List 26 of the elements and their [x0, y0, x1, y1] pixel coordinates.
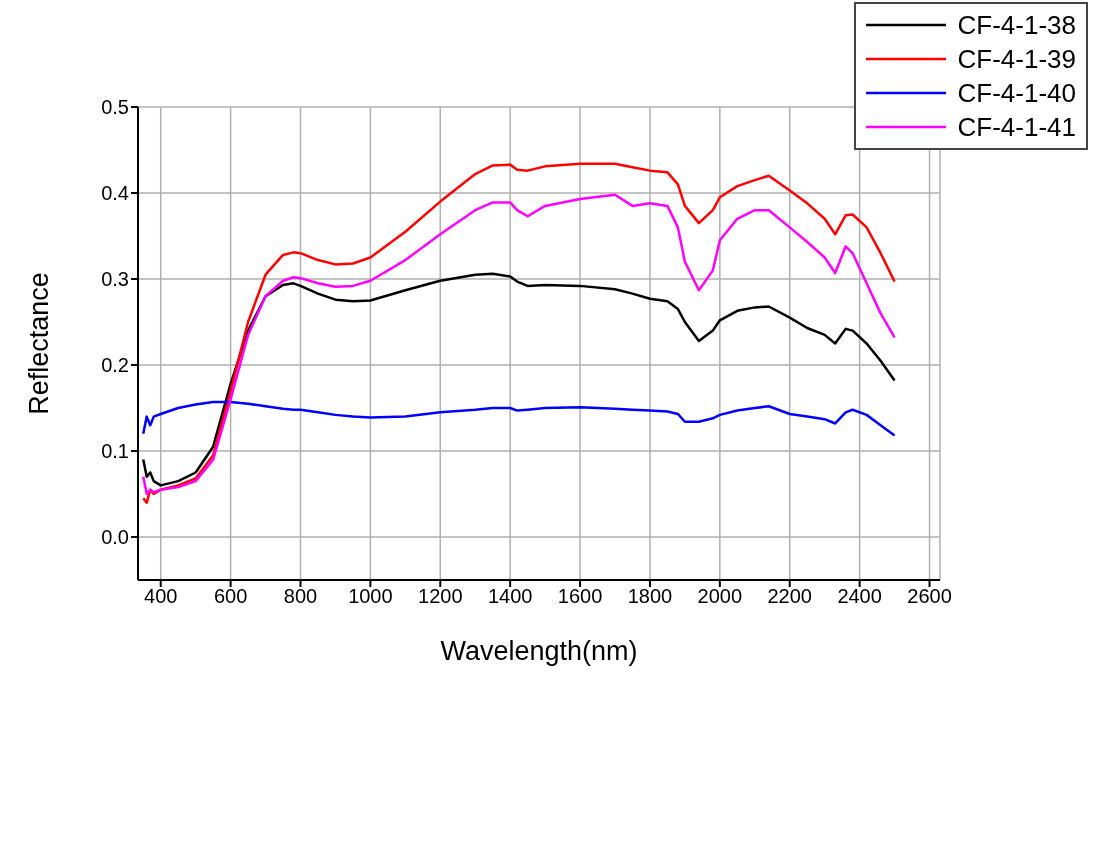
- legend-label: CF-4-1-38: [957, 9, 1076, 42]
- y-tick-label: 0.2: [101, 354, 129, 377]
- legend-label: CF-4-1-39: [957, 43, 1076, 76]
- x-tick-label: 2400: [837, 585, 882, 608]
- y-tick-label: 0.0: [101, 526, 129, 549]
- y-tick-label: 0.4: [101, 182, 129, 205]
- legend-label: CF-4-1-40: [957, 77, 1076, 110]
- x-tick-label: 1400: [487, 585, 533, 608]
- x-tick-label: 1200: [418, 585, 463, 608]
- x-tick-label: 1800: [627, 585, 673, 608]
- y-tick-label: 0.1: [101, 440, 129, 463]
- y-tick-label: 0.5: [101, 96, 129, 119]
- x-axis-title: Wavelength(nm): [440, 636, 638, 666]
- x-tick-label: 1000: [348, 585, 393, 608]
- x-tick-label: 1600: [557, 585, 603, 608]
- x-tick-label: 400: [144, 585, 178, 608]
- line-series: [141, 272, 896, 487]
- y-tick-label: 0.3: [101, 268, 129, 291]
- line-series: [141, 400, 896, 437]
- x-tick-label: 600: [213, 585, 248, 608]
- legend-label: CF-4-1-41: [957, 111, 1076, 144]
- x-tick-label: 2200: [767, 585, 812, 608]
- x-tick-label: 800: [283, 585, 318, 608]
- x-tick-label: 2600: [907, 585, 952, 608]
- x-tick-label: 2000: [697, 585, 743, 608]
- y-axis-title: Reflectance: [23, 272, 54, 415]
